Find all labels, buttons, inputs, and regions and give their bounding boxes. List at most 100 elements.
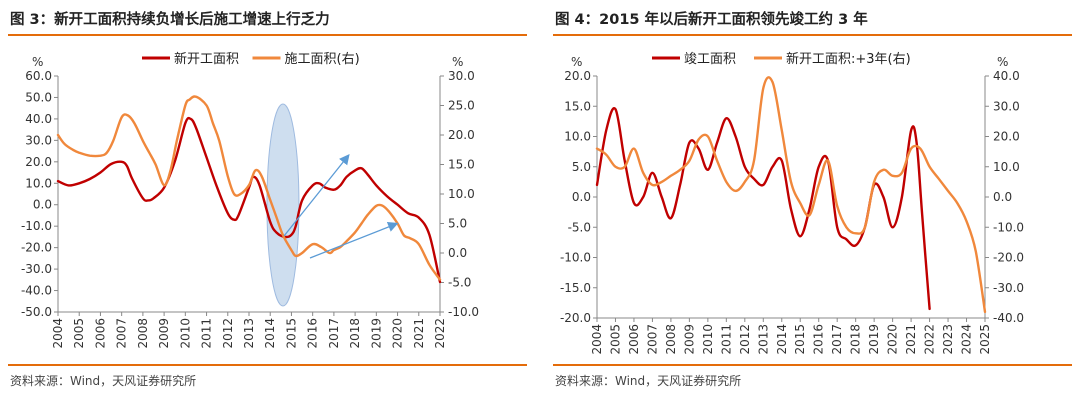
right-left-tick-label: 20.0	[564, 69, 591, 83]
left-x-tick-label: 2015	[284, 318, 298, 349]
left-left-tick-label: 20.0	[25, 155, 52, 169]
right-right-tick-label: 40.0	[993, 69, 1020, 83]
right-left-tick-label: 5.0	[572, 160, 591, 174]
left-left-tick-label: -20.0	[21, 241, 52, 255]
left-x-tick-label: 2009	[157, 318, 171, 349]
left-right-tick-label: 30.0	[448, 69, 475, 83]
left-left-tick-label: 60.0	[25, 69, 52, 83]
left-left-tick-label: -30.0	[21, 262, 52, 276]
right-left-tick-label: -15.0	[560, 281, 591, 295]
left-x-tick-label: 2013	[242, 318, 256, 349]
left-x-tick-label: 2017	[327, 318, 341, 349]
left-left-tick-label: -40.0	[21, 284, 52, 298]
left-x-tick-label: 2008	[136, 318, 150, 349]
left-x-tick-label: 2007	[115, 318, 129, 349]
right-x-tick-label: 2013	[756, 324, 770, 355]
left-x-tick-label: 2005	[72, 318, 86, 349]
left-left-tick-label: 50.0	[25, 90, 52, 104]
right-title-rule	[553, 34, 1072, 36]
left-right-tick-label: 25.0	[448, 99, 475, 113]
right-x-tick-label: 2011	[719, 324, 733, 355]
left-x-tick-label: 2022	[433, 318, 447, 349]
right-right-tick-label: 30.0	[993, 99, 1020, 113]
highlight-ellipse	[266, 103, 300, 307]
right-x-tick-label: 2022	[923, 324, 937, 355]
right-chart-svg: % %20.015.010.05.00.0-5.0-10.0-15.0-20.04…	[560, 51, 1024, 355]
left-title-rule	[8, 34, 527, 36]
right-x-tick-label: 2015	[793, 324, 807, 355]
right-x-tick-label: 2009	[682, 324, 696, 355]
right-x-tick-label: 2018	[849, 324, 863, 355]
left-x-tick-label: 2010	[178, 318, 192, 349]
right-x-tick-label: 2004	[590, 324, 604, 355]
left-left-tick-label: 10.0	[25, 176, 52, 190]
left-legend-label-0: 新开工面积	[174, 51, 239, 67]
right-right-tick-label: 0.0	[993, 190, 1012, 204]
arrow-up-orange	[309, 222, 399, 259]
left-left-tick-label: 30.0	[25, 133, 52, 147]
left-left-unit: %	[32, 55, 43, 69]
right-series-line-1	[595, 76, 987, 314]
right-x-tick-label: 2006	[627, 324, 641, 355]
left-left-tick-label: 40.0	[25, 112, 52, 126]
right-right-tick-label: -40.0	[993, 311, 1024, 325]
left-legend-label-1: 施工面积(右)	[285, 52, 360, 67]
left-x-tick-label: 2014	[263, 318, 277, 349]
left-right-tick-label: 15.0	[448, 158, 475, 172]
left-right-tick-label: 5.0	[448, 217, 467, 231]
left-right-tick-label: -5.0	[448, 276, 471, 290]
left-chart-panel: 图 3：新开工面积持续负增长后施工增速上行乏力 %% 60.0 50.0 40.0 30…	[0, 0, 535, 408]
right-right-tick-label: 20.0	[993, 130, 1020, 144]
left-x-tick-label: 2012	[221, 318, 235, 349]
left-chart-title: 图 3：新开工面积持续负增长后施工增速上行乏力	[10, 12, 330, 28]
right-x-tick-label: 2010	[701, 324, 715, 355]
right-left-tick-label: 15.0	[564, 99, 591, 113]
right-left-unit: %	[571, 55, 582, 69]
left-left-tick-label: 0.0	[33, 198, 52, 212]
left-x-tick-label: 2021	[412, 318, 426, 349]
right-x-tick-label: 2008	[664, 324, 678, 355]
left-x-tick-label: 2006	[93, 318, 107, 349]
right-x-tick-label: 2016	[812, 324, 826, 355]
right-x-tick-label: 2020	[886, 324, 900, 355]
right-x-tick-label: 2023	[941, 324, 955, 355]
right-left-tick-label: 10.0	[564, 130, 591, 144]
left-right-tick-label: 10.0	[448, 187, 475, 201]
right-x-tick-label: 2025	[978, 324, 992, 355]
right-source-rule	[553, 364, 1072, 366]
left-x-tick-label: 2004	[51, 318, 65, 349]
right-chart-source: 资料来源：Wind，天风证券研究所	[555, 374, 742, 388]
right-x-tick-label: 2019	[867, 324, 881, 355]
left-right-unit: %	[452, 55, 463, 69]
right-legend-label-0: 竣工面积	[684, 52, 736, 67]
left-left-tick-label: -10.0	[21, 219, 52, 233]
left-left-tick-label: -50.0	[21, 305, 52, 319]
right-x-tick-label: 2005	[608, 324, 622, 355]
left-right-tick-label: 0.0	[448, 246, 467, 260]
left-x-tick-label: 2020	[391, 318, 405, 349]
left-chart-source: 资料来源：Wind，天风证券研究所	[10, 374, 197, 388]
left-x-tick-label: 2018	[348, 318, 362, 349]
left-x-tick-label: 2019	[369, 318, 383, 349]
right-x-tick-label: 2012	[738, 324, 752, 355]
left-right-tick-label: -10.0	[448, 305, 479, 319]
right-x-tick-label: 2014	[775, 324, 789, 355]
right-left-tick-label: -20.0	[560, 311, 591, 325]
right-left-tick-label: 0.0	[572, 190, 591, 204]
right-x-tick-label: 2024	[960, 324, 974, 355]
right-left-tick-label: -10.0	[560, 251, 591, 265]
right-chart-title: 图 4：2015 年以后新开工面积领先竣工约 3 年	[555, 12, 868, 28]
right-right-tick-label: 10.0	[993, 160, 1020, 174]
right-series-line-0	[595, 107, 931, 311]
right-right-tick-label: -30.0	[993, 281, 1024, 295]
left-x-tick-label: 2011	[200, 318, 214, 349]
right-right-unit: %	[997, 55, 1008, 69]
left-chart-svg: % %60.050.040.030.020.010.00.0-10.0-20.0-…	[21, 51, 479, 349]
arrow-up-red	[283, 153, 350, 237]
right-right-tick-label: -20.0	[993, 251, 1024, 265]
right-left-tick-label: -5.0	[568, 220, 591, 234]
left-source-rule	[8, 364, 527, 366]
right-x-tick-label: 2007	[645, 324, 659, 355]
right-right-tick-label: -10.0	[993, 220, 1024, 234]
